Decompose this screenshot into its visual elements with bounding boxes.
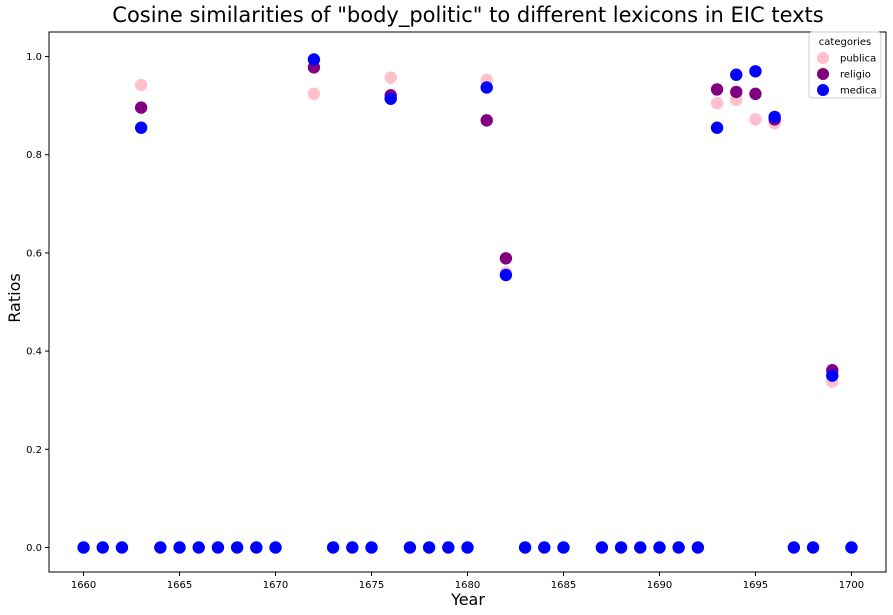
x-axis-label: Year (450, 590, 485, 609)
x-tick-label: 1660 (71, 580, 96, 591)
point-medica (787, 541, 801, 554)
point-medica (442, 541, 455, 554)
x-tick-label: 1670 (263, 580, 288, 591)
point-medica (384, 92, 397, 105)
point-medica (518, 541, 532, 554)
point-medica (614, 541, 628, 554)
point-publica (134, 78, 148, 92)
point-religio (134, 101, 148, 114)
point-medica (192, 541, 205, 554)
point-medica (710, 121, 724, 134)
x-tick-label: 1675 (359, 580, 384, 591)
point-medica (826, 369, 839, 382)
point-medica (173, 541, 186, 554)
y-tick-label: 0.6 (26, 248, 42, 259)
point-medica (269, 541, 282, 554)
point-medica (461, 541, 474, 554)
point-publica (710, 96, 724, 110)
x-tick-label: 1685 (551, 580, 576, 591)
point-medica (154, 541, 167, 554)
plot-frame (48, 31, 887, 573)
point-medica (538, 541, 551, 554)
y-tick-label: 0.0 (26, 543, 42, 554)
legend: categories publica religio medica (808, 31, 882, 99)
point-medica (595, 541, 609, 554)
x-tick-label: 1695 (743, 580, 768, 591)
legend-marker-religio (817, 68, 829, 80)
point-medica (480, 81, 493, 94)
point-medica (134, 121, 148, 134)
point-medica (768, 110, 781, 124)
point-medica (365, 541, 378, 554)
legend-title: categories (819, 37, 871, 48)
point-religio (499, 252, 513, 265)
point-medica (499, 268, 513, 282)
legend-label-medica: medica (840, 86, 877, 97)
point-medica (211, 541, 225, 554)
legend-marker-publica (817, 52, 829, 64)
y-tick-label: 1.0 (26, 52, 42, 63)
point-medica (96, 541, 109, 554)
chart-title: Cosine similarities of "body_politic" to… (112, 3, 823, 28)
legend-items: publica religio medica (817, 52, 877, 97)
y-tick-label: 0.4 (26, 347, 42, 358)
point-publica (384, 71, 397, 84)
point-medica (730, 68, 743, 81)
point-religio (749, 87, 762, 101)
point-medica (806, 541, 820, 554)
x-tick-label: 1700 (839, 580, 864, 591)
plot-area (48, 31, 887, 573)
legend-box (808, 31, 882, 99)
point-medica (845, 541, 858, 554)
point-religio (730, 85, 743, 99)
point-religio (480, 114, 493, 127)
point-medica (250, 541, 263, 554)
point-publica (749, 113, 762, 126)
x-tick-label: 1665 (167, 580, 192, 591)
point-medica (672, 541, 685, 554)
y-axis-label: Ratios (5, 273, 24, 322)
point-medica (749, 65, 762, 78)
point-medica (634, 541, 647, 554)
legend-marker-medica (817, 84, 829, 96)
x-axis: 1660 1665 1670 1675 1680 1685 1690 1695 1700 (71, 572, 864, 591)
point-medica (691, 541, 705, 554)
point-medica (326, 541, 340, 554)
point-religio (710, 83, 724, 96)
y-tick-label: 0.2 (26, 445, 42, 456)
point-medica (230, 541, 244, 554)
point-medica (115, 541, 129, 554)
point-medica (653, 541, 666, 554)
point-medica (557, 541, 570, 554)
x-tick-label: 1690 (647, 580, 672, 591)
point-medica (307, 53, 321, 66)
point-medica (77, 541, 90, 554)
x-tick-label: 1680 (455, 580, 480, 591)
point-medica (346, 541, 359, 554)
point-medica (422, 541, 436, 554)
points-layer (77, 53, 858, 554)
point-publica (307, 87, 321, 101)
point-medica (403, 541, 417, 554)
legend-label-publica: publica (840, 54, 876, 65)
y-axis: 0.0 0.2 0.4 0.6 0.8 1.0 (26, 52, 49, 554)
legend-label-religio: religio (840, 70, 871, 81)
y-tick-label: 0.8 (26, 150, 42, 161)
